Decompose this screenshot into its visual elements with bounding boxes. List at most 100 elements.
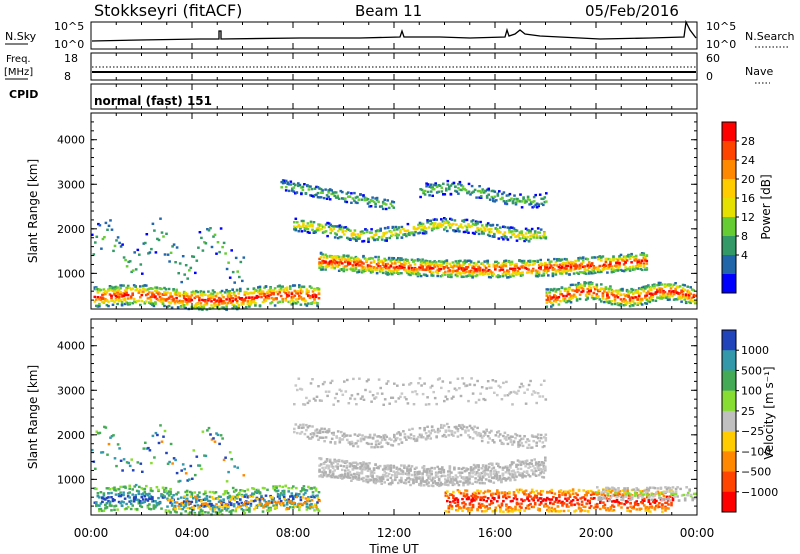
range-gate-cell <box>414 439 417 443</box>
range-gate-cell <box>462 481 465 484</box>
range-gate-cell <box>340 235 343 239</box>
range-gate-cell <box>449 222 452 226</box>
range-gate-cell <box>331 466 335 470</box>
range-gate-cell <box>427 434 431 437</box>
range-gate-cell <box>143 284 147 287</box>
range-gate-cell <box>503 260 506 263</box>
range-gate-cell <box>213 291 216 294</box>
range-gate-cell <box>660 297 664 300</box>
range-gate-cell <box>542 274 546 277</box>
range-gate-cell <box>356 262 359 266</box>
range-gate-cell <box>285 295 289 298</box>
range-gate-cell <box>91 233 94 236</box>
range-gate-cell <box>108 504 112 507</box>
range-gate-cell <box>101 293 104 297</box>
range-gate-cell <box>251 296 254 299</box>
range-gate-cell <box>322 462 326 466</box>
range-gate-cell <box>329 223 332 226</box>
range-gate-cell <box>331 470 335 474</box>
range-gate-cell <box>182 291 186 295</box>
range-gate-cell <box>590 282 594 286</box>
range-gate-cell <box>662 296 665 299</box>
range-gate-cell <box>435 191 439 194</box>
range-gate-cell <box>119 292 122 295</box>
range-gate-cell <box>247 501 250 504</box>
range-gate-cell <box>551 268 555 271</box>
range-gate-cell <box>681 283 685 287</box>
range-gate-cell <box>337 197 341 200</box>
range-gate-cell <box>386 474 389 478</box>
range-gate-cell <box>666 295 670 299</box>
range-gate-cell <box>504 478 508 481</box>
range-gate-cell <box>404 262 408 265</box>
range-gate-cell <box>468 259 471 262</box>
range-gate-cell <box>157 501 160 505</box>
range-gate-cell <box>203 241 206 244</box>
range-gate-cell <box>330 432 334 435</box>
range-gate-cell <box>115 239 118 242</box>
range-gate-cell <box>382 434 385 437</box>
range-gate-cell <box>191 255 194 258</box>
range-gate-cell <box>484 266 488 270</box>
range-gate-cell <box>539 262 542 265</box>
range-gate-cell <box>474 432 478 435</box>
range-gate-cell <box>213 491 216 495</box>
range-gate-cell <box>575 297 579 301</box>
range-gate-cell <box>261 300 265 304</box>
range-gate-cell <box>543 236 546 239</box>
range-gate-cell <box>628 254 632 258</box>
range-gate-cell <box>309 220 313 223</box>
range-gate-cell <box>471 219 475 222</box>
range-gate-cell <box>478 268 482 272</box>
range-gate-cell <box>587 272 591 275</box>
range-gate-cell <box>231 495 235 498</box>
range-gate-cell <box>119 287 122 290</box>
range-gate-cell <box>527 473 530 477</box>
range-gate-cell <box>529 202 533 206</box>
range-gate-cell <box>176 497 180 501</box>
range-gate-cell <box>279 492 283 495</box>
range-gate-cell <box>273 304 277 307</box>
range-gate-cell <box>556 264 559 267</box>
range-gate-cell <box>251 292 254 295</box>
range-gate-cell <box>318 429 322 432</box>
range-gate-cell <box>507 472 511 475</box>
range-gate-cell <box>509 466 512 469</box>
range-gate-cell <box>342 465 346 468</box>
range-gate-cell <box>460 267 464 270</box>
range-gate-cell <box>500 264 503 267</box>
range-gate-cell <box>604 264 608 267</box>
range-gate-cell <box>324 261 327 265</box>
range-gate-cell <box>581 290 585 293</box>
range-gate-cell <box>251 301 254 304</box>
range-gate-cell <box>166 305 169 308</box>
range-gate-cell <box>295 495 299 499</box>
range-gate-cell <box>311 491 315 494</box>
range-gate-cell <box>172 508 175 511</box>
range-gate-cell <box>417 223 420 227</box>
range-gate-cell <box>251 495 255 498</box>
range-gate-cell <box>131 302 134 305</box>
range-gate-cell <box>386 478 389 481</box>
range-gate-cell <box>166 498 170 502</box>
range-gate-cell <box>353 257 356 260</box>
range-gate-cell <box>395 466 399 469</box>
range-gate-cell <box>125 291 128 294</box>
range-gate-cell <box>146 493 150 496</box>
range-gate-cell <box>239 504 243 508</box>
range-gate-cell <box>437 267 441 271</box>
range-gate-cell <box>324 230 328 233</box>
range-gate-cell <box>631 292 635 295</box>
range-gate-cell <box>613 300 617 303</box>
range-gate-cell <box>348 262 352 265</box>
range-gate-cell <box>441 223 445 227</box>
range-gate-cell <box>199 304 203 308</box>
range-gate-cell <box>490 429 493 433</box>
range-gate-cell <box>95 298 98 301</box>
range-gate-cell <box>399 231 402 234</box>
range-gate-cell <box>442 267 446 270</box>
range-gate-cell <box>145 300 148 303</box>
power-colorbar-label: Power [dB] <box>759 174 773 239</box>
range-gate-cell <box>578 293 582 296</box>
range-gate-cell <box>398 257 402 260</box>
